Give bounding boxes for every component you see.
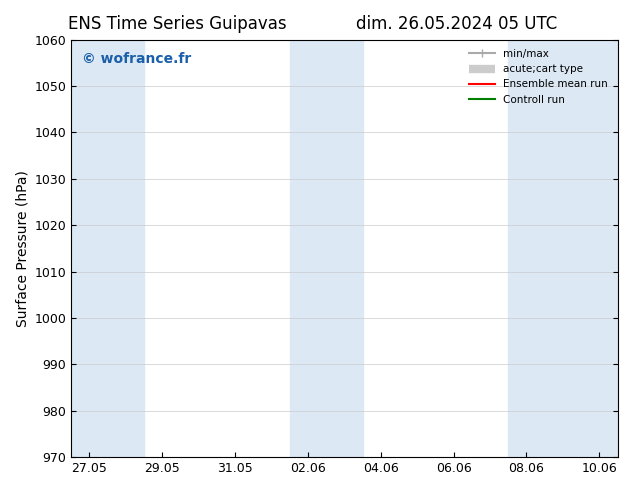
Bar — [71, 40, 144, 457]
Y-axis label: Surface Pressure (hPa): Surface Pressure (hPa) — [15, 170, 29, 327]
Bar — [508, 40, 618, 457]
Legend: min/max, acute;cart type, Ensemble mean run, Controll run: min/max, acute;cart type, Ensemble mean … — [465, 45, 612, 109]
Text: dim. 26.05.2024 05 UTC: dim. 26.05.2024 05 UTC — [356, 15, 557, 33]
Bar — [290, 40, 363, 457]
Text: ENS Time Series Guipavas: ENS Time Series Guipavas — [68, 15, 287, 33]
Text: © wofrance.fr: © wofrance.fr — [82, 52, 191, 66]
